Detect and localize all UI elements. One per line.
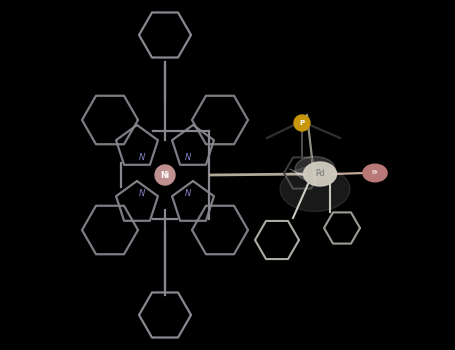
Text: Ni: Ni bbox=[161, 170, 170, 180]
Ellipse shape bbox=[280, 167, 350, 211]
Text: N: N bbox=[185, 189, 191, 197]
Text: Pd: Pd bbox=[315, 169, 325, 178]
Ellipse shape bbox=[295, 156, 335, 182]
Text: P: P bbox=[299, 120, 304, 126]
Text: N: N bbox=[185, 153, 191, 161]
Text: Br: Br bbox=[372, 170, 379, 175]
Text: N: N bbox=[139, 189, 145, 197]
Circle shape bbox=[155, 165, 175, 185]
Ellipse shape bbox=[363, 164, 387, 182]
Circle shape bbox=[294, 115, 310, 131]
Ellipse shape bbox=[303, 162, 337, 186]
Text: N: N bbox=[139, 153, 145, 161]
